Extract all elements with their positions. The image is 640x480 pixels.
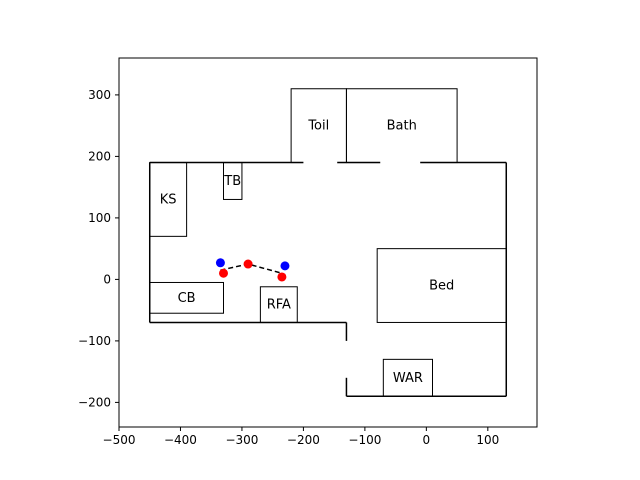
axes-frame — [118, 57, 538, 428]
y-axis-ticks: −200 −100 0 100 200 300 — [78, 88, 119, 409]
points-layer — [215, 258, 290, 282]
room-label-cb: CB — [178, 291, 196, 306]
room-label-ks: KS — [160, 192, 177, 207]
room-cb — [149, 281, 224, 314]
rooms-layer: Toil Bath KS TB CB RFA Bed WAR — [149, 88, 507, 397]
blue-point-1 — [280, 261, 290, 271]
red-point-2 — [277, 272, 287, 282]
x-tick-label-100: 100 — [476, 433, 499, 447]
y-tick-label-100: 100 — [88, 211, 111, 225]
room-rfa — [259, 286, 298, 323]
x-tick-label--400: −400 — [164, 433, 197, 447]
room-label-bath: Bath — [387, 119, 417, 134]
room-label-toil: Toil — [307, 119, 329, 134]
x-tick-label--100: −100 — [348, 433, 381, 447]
room-label-tb: TB — [223, 174, 241, 189]
y-tick-label--200: −200 — [78, 395, 111, 409]
room-bed — [376, 248, 507, 323]
room-ks — [149, 162, 188, 237]
x-tick-label--500: −500 — [103, 433, 136, 447]
x-tick-label-0: 0 — [423, 433, 431, 447]
room-label-war: WAR — [393, 371, 423, 386]
y-tick-label-300: 300 — [88, 88, 111, 102]
red-point-1 — [243, 259, 253, 269]
red-point-0 — [219, 268, 228, 278]
x-tick-label--200: −200 — [287, 433, 320, 447]
room-tb — [223, 162, 243, 200]
y-tick-label--100: −100 — [78, 334, 111, 348]
y-tick-label-0: 0 — [103, 272, 111, 286]
y-tick-label-200: 200 — [88, 149, 111, 163]
room-label-rfa: RFA — [267, 298, 291, 313]
x-tick-label--300: −300 — [225, 433, 258, 447]
room-war — [382, 358, 433, 397]
x-axis-ticks: −500 −400 −300 −200 −100 0 100 — [103, 427, 499, 447]
room-label-bed: Bed — [429, 279, 454, 294]
blue-point-0 — [215, 258, 225, 268]
